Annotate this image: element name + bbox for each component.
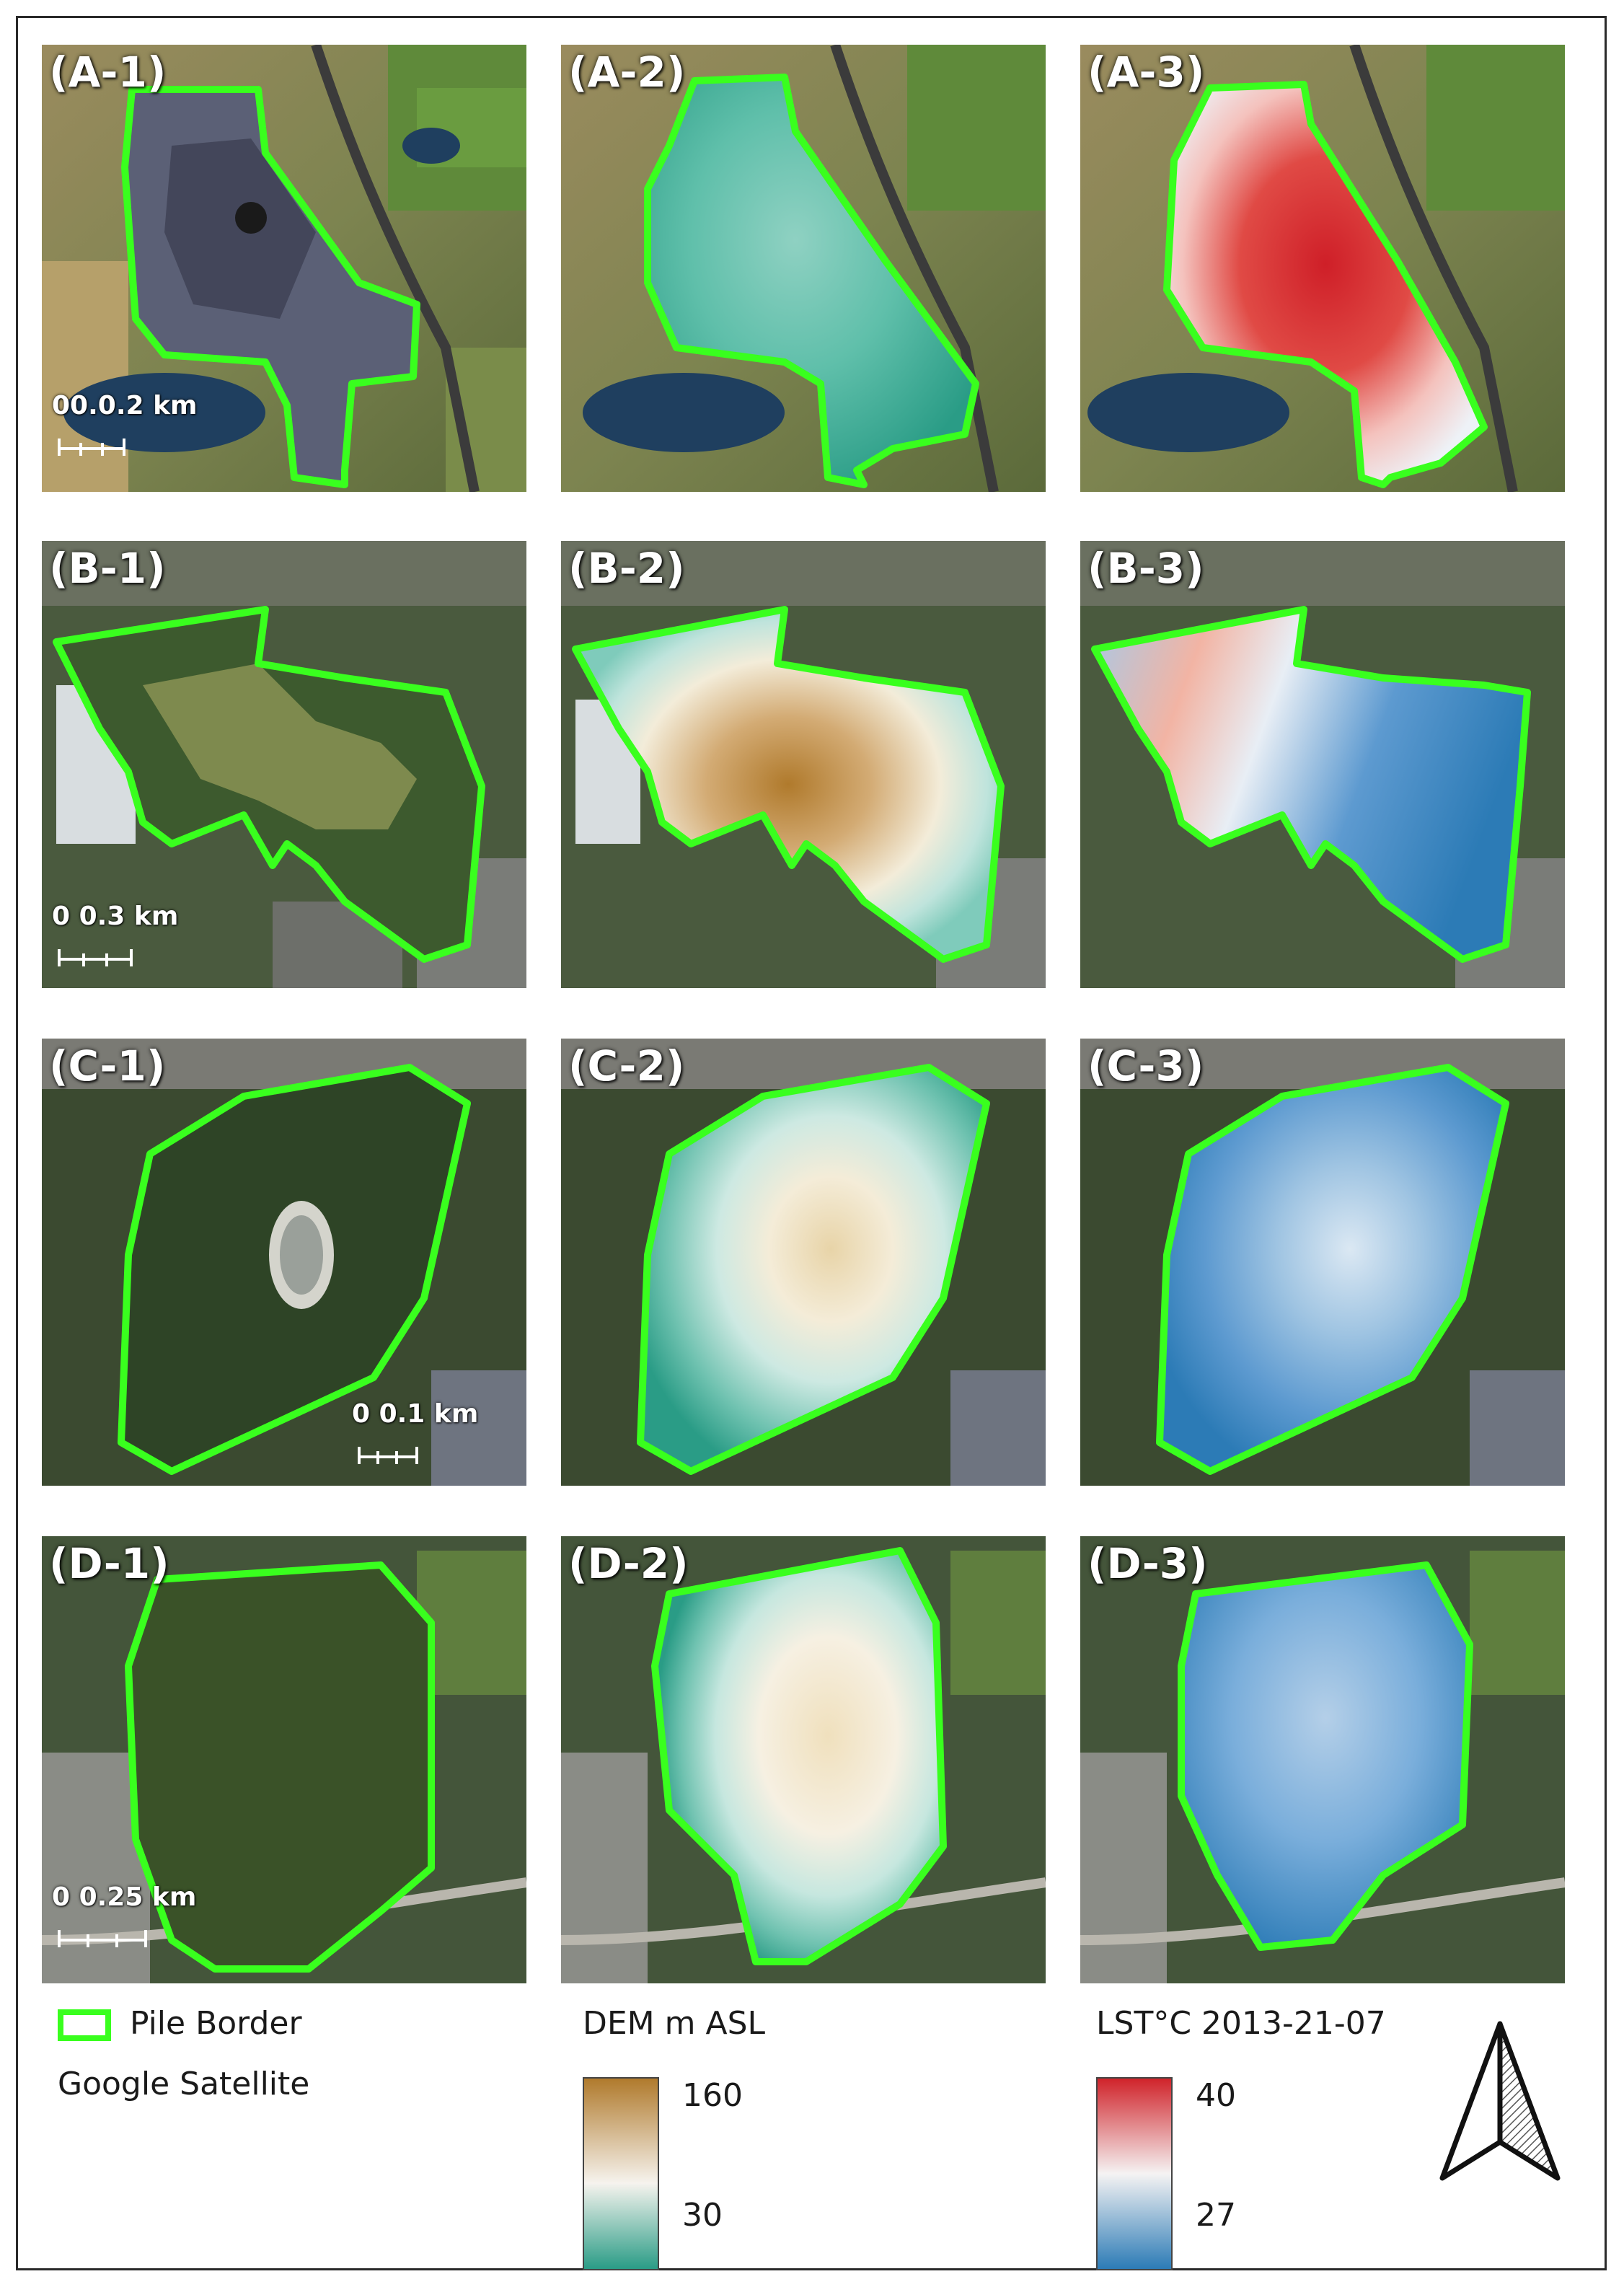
scale-label: 00.0.2 km [52,391,198,420]
panel-label: (B-1) [49,544,166,593]
panel-label: (B-3) [1087,544,1204,593]
panel-c-2: (C-2) [561,1039,1046,1486]
panel-label: (A-1) [49,48,167,97]
dem-min-label: 30 [682,2197,723,2234]
scale-label: 0 0.25 km [52,1882,197,1912]
lst-min-label: 27 [1196,2197,1236,2234]
north-arrow-icon [1439,2021,1561,2181]
panel-label: (C-3) [1087,1041,1204,1090]
panel-label: (C-2) [568,1041,685,1090]
dem-max-label: 160 [682,2077,743,2114]
panel-b-1: (B-1) 0 0.3 km [42,541,526,988]
legend-pile-border: Pile Border [130,2005,302,2042]
dem-color-ramp [583,2077,659,2270]
panel-label: (D-3) [1087,1539,1208,1588]
panel-label: (D-2) [568,1539,689,1588]
panel-label: (A-2) [568,48,686,97]
scale-bar: 0 0.25 km [52,1882,290,1962]
lst-max-label: 40 [1196,2077,1236,2114]
panel-label: (C-1) [49,1041,166,1090]
scale-label: 0 0.1 km [352,1399,479,1429]
panel-a-1: (A-1) 00.0.2 km [42,45,526,492]
panel-label: (B-2) [568,544,685,593]
lst-color-ramp [1096,2077,1173,2270]
panel-a-3: (A-3) [1080,45,1565,492]
legend-lst-title: LST°C 2013-21-07 [1096,2005,1386,2042]
pile-border-swatch [58,2009,111,2041]
panel-b-3: (B-3) [1080,541,1565,988]
scale-bar: 0 0.3 km [52,902,268,981]
panel-d-2: (D-2) [561,1536,1046,1983]
figure-frame [16,16,1607,2270]
legend-dem-title: DEM m ASL [583,2005,766,2042]
panel-c-3: (C-3) [1080,1039,1565,1486]
panel-d-3: (D-3) [1080,1536,1565,1983]
scale-label: 0 0.3 km [52,902,179,931]
panel-d-1: (D-1) 0 0.25 km [42,1536,526,1983]
panel-label: (D-1) [49,1539,169,1588]
panel-a-2: (A-2) [561,45,1046,492]
panel-label: (A-3) [1087,48,1205,97]
panel-c-1: (C-1) 0 0.1 km [42,1039,526,1486]
scale-bar: 00.0.2 km [52,391,239,470]
panel-b-2: (B-2) [561,541,1046,988]
legend-basemap: Google Satellite [58,2066,310,2102]
scale-bar: 0 0.1 km [352,1399,525,1479]
